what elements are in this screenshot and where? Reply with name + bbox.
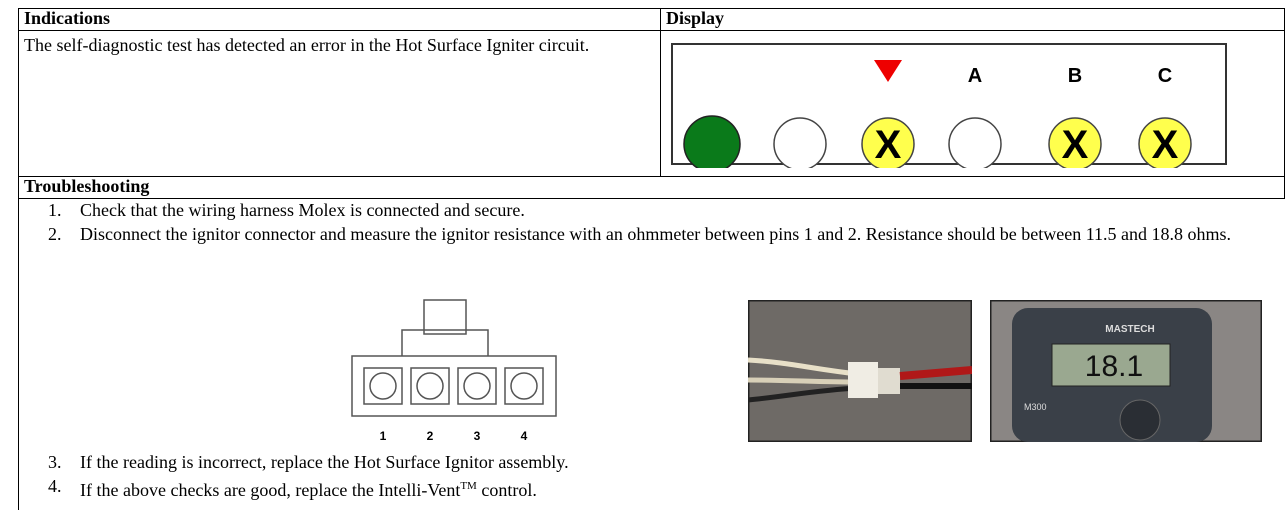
meter-brand: MASTECH: [1105, 324, 1154, 335]
table-border: [18, 176, 1285, 177]
trademark: TM: [460, 480, 477, 492]
step-number: 3.: [48, 452, 62, 472]
step-number: 4.: [48, 476, 62, 496]
step-text-part: control.: [476, 480, 537, 500]
indication-text: The self-diagnostic test has detected an…: [24, 35, 590, 55]
step-text: Disconnect the ignitor connector and mea…: [80, 224, 1232, 244]
table-border: [18, 8, 1285, 9]
step-text: Check that the wiring harness Molex is c…: [80, 200, 525, 220]
meter-reading: 18.1: [1085, 350, 1143, 383]
display-label: C: [1158, 65, 1172, 87]
step-number: 1.: [48, 200, 62, 220]
photo-harness: [748, 300, 972, 442]
step-number: 2.: [48, 224, 62, 244]
section-title: Troubleshooting: [24, 176, 150, 196]
pin-label: 1: [380, 429, 387, 443]
pin-label: 2: [427, 429, 434, 443]
step-text: If the above checks are good, replace th…: [80, 474, 537, 502]
svg-text:X: X: [1152, 123, 1179, 167]
photo-meter: MASTECH 18.1 M300: [990, 300, 1262, 442]
meter-model: M300: [1024, 402, 1047, 412]
display-label: A: [968, 65, 982, 87]
svg-text:X: X: [1062, 123, 1089, 167]
table-border: [660, 8, 661, 176]
svg-text:X: X: [875, 123, 902, 167]
pin-label: 4: [521, 429, 528, 443]
table-border: [18, 30, 1285, 31]
header-cell: Indications: [24, 8, 111, 28]
display-label: B: [1068, 65, 1082, 87]
header-cell: Display: [666, 8, 725, 28]
table-border: [18, 198, 1285, 199]
step-text: If the reading is incorrect, replace the…: [80, 452, 569, 472]
pin-label: 3: [474, 429, 481, 443]
display-panel: X A X B X C: [671, 43, 1227, 168]
table-border: [18, 8, 19, 510]
connector-diagram: 1 2 3 4: [351, 299, 557, 443]
step-text-part: If the above checks are good, replace th…: [80, 480, 461, 500]
